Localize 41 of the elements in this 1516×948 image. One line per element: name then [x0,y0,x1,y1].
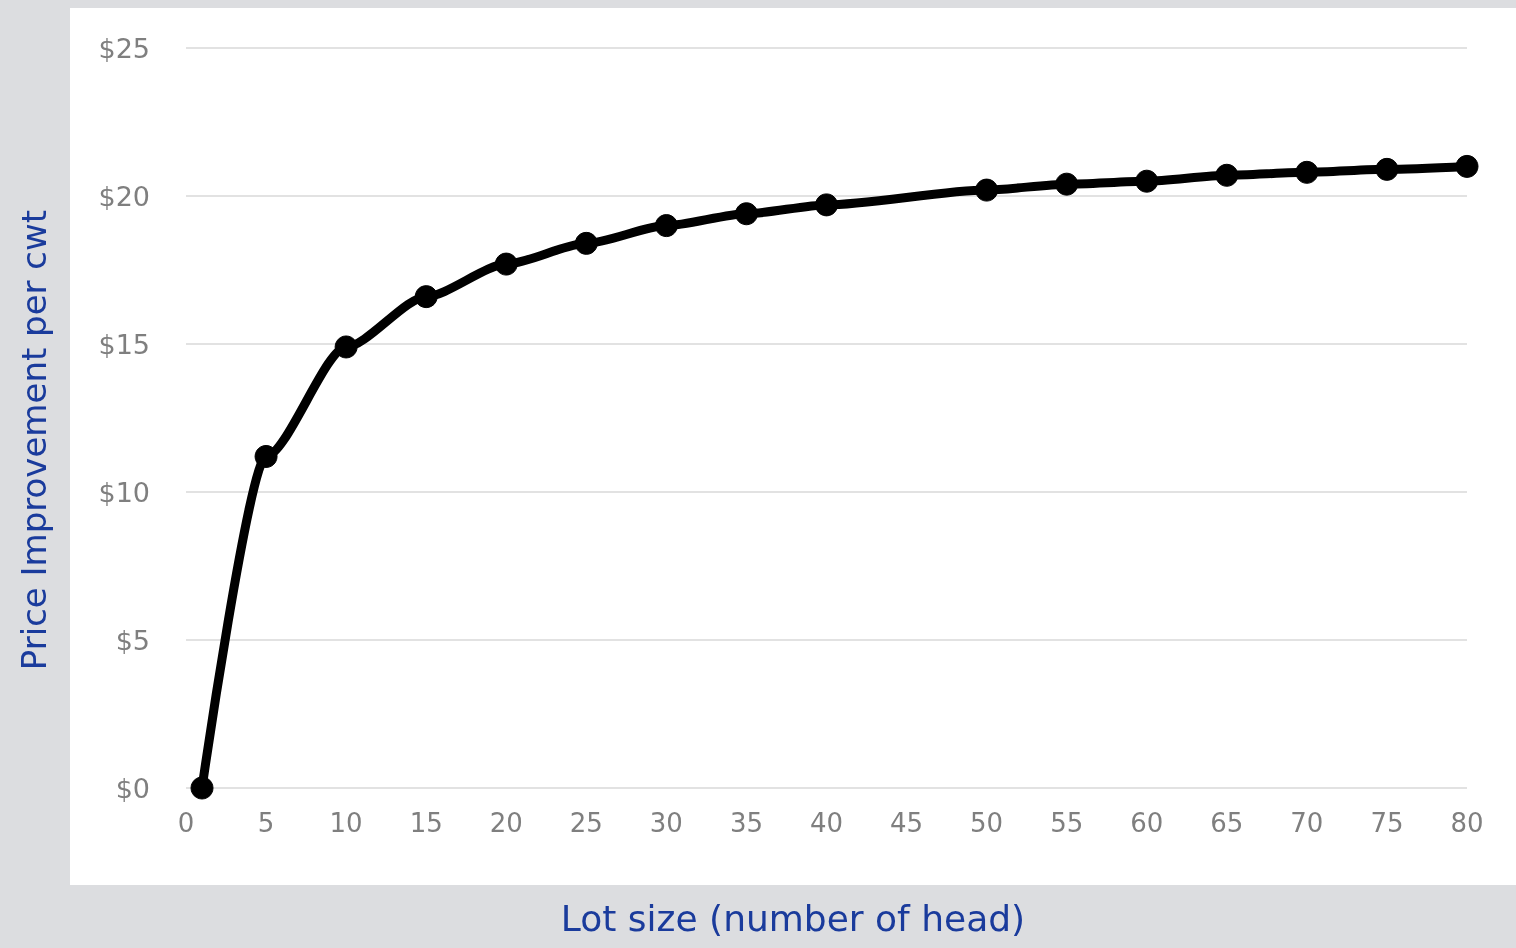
point [494,252,518,276]
x-tick-label: 15 [409,808,443,838]
y-tick-label: $25 [98,32,150,64]
point [190,776,214,800]
point [1135,169,1159,193]
x-tick-label: 10 [329,808,363,838]
x-tick-label: 5 [257,808,275,838]
point [815,193,838,217]
x-tick-label: 80 [1450,808,1484,838]
x-tick-label: 25 [569,808,603,838]
x-tick-label: 40 [809,808,844,838]
point [254,444,278,468]
point [334,335,358,359]
x-axis-title: Lot size (number of head) [559,898,1027,939]
y-tick-label: $10 [98,476,150,508]
point [574,231,598,255]
x-tick-label: 60 [1130,808,1164,838]
x-tick-label: 20 [489,808,523,838]
x-tick-label: 65 [1210,808,1244,838]
point [1295,160,1319,184]
point [1215,163,1239,187]
y-tick-label: $0 [115,772,150,804]
point [1455,154,1479,178]
point [1375,157,1399,181]
y-axis-title: Price Improvement per cwt [14,209,54,671]
x-tick-label: 70 [1290,808,1324,838]
x-tick-label: 30 [649,808,683,838]
point [734,202,758,226]
y-tick-label: $5 [115,624,150,656]
x-tick-label: 35 [729,808,763,838]
x-tick-label: 0 [177,808,195,838]
x-tick-label: 45 [890,808,924,838]
y-tick-label: $20 [98,180,150,212]
point [654,214,678,238]
point [975,178,999,202]
y-tick-label: $15 [98,328,150,360]
point [414,285,438,309]
x-tick-label: 55 [1050,808,1084,838]
point [1055,172,1079,196]
x-tick-label: 50 [970,808,1004,838]
x-tick-label: 75 [1370,808,1404,838]
